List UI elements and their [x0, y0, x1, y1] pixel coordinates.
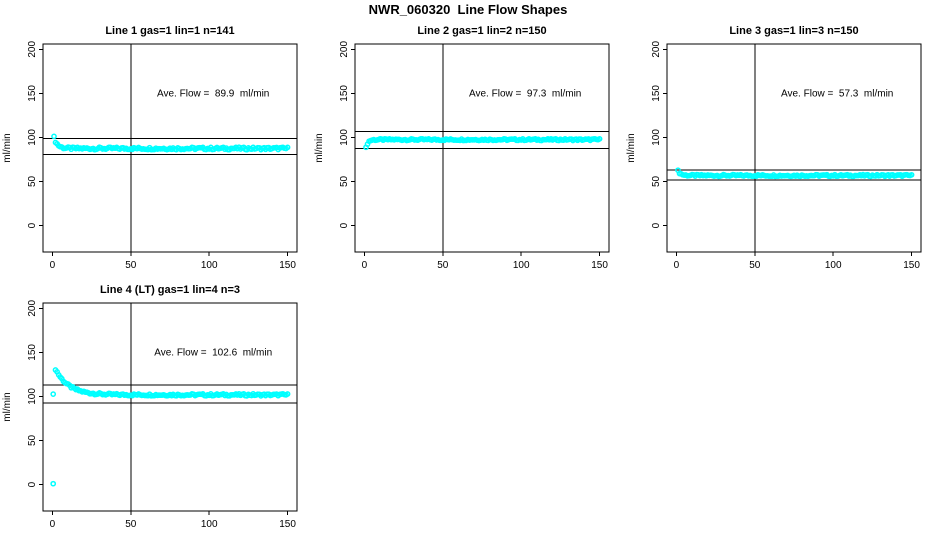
y-tick-label: 50	[339, 175, 350, 187]
y-tick-label: 50	[27, 434, 38, 446]
y-tick-label: 100	[27, 129, 38, 146]
subplot-svg-2: Line 2 gas=1 lin=2 n=150 0 50 100 150 0 50 100 1…	[314, 25, 610, 271]
x-tick-label: 150	[279, 260, 296, 271]
subplot-2: Line 2 gas=1 lin=2 n=150 0 50 100 150 0 50 100 1…	[312, 20, 624, 279]
x-tick-label: 50	[437, 260, 449, 271]
plot-box	[666, 43, 922, 253]
plot-box	[42, 43, 298, 253]
y-tick-label: 100	[339, 129, 350, 146]
y-tick-label: 200	[27, 300, 38, 317]
subplot-3: Line 3 gas=1 lin=3 n=150 0 50 100 150 0 50 100 1…	[624, 20, 936, 279]
x-tick-label: 50	[125, 260, 137, 271]
y-tick-label: 100	[651, 129, 662, 146]
x-tick-label: 0	[50, 519, 56, 530]
y-tick-label: 0	[27, 481, 38, 487]
y-tick-label: 0	[651, 222, 662, 228]
x-tick-label: 100	[825, 260, 842, 271]
ave-flow-annotation: Ave. Flow = 102.6 ml/min	[154, 347, 272, 358]
y-tick-label: 150	[27, 85, 38, 102]
y-tick-label: 150	[651, 85, 662, 102]
y-axis-label: ml/min	[2, 392, 13, 421]
x-tick-label: 0	[50, 260, 56, 271]
subplot-svg-3: Line 3 gas=1 lin=3 n=150 0 50 100 150 0 50 100 1…	[626, 25, 922, 271]
y-tick-label: 200	[27, 41, 38, 58]
data-point	[284, 144, 291, 151]
plot-box	[42, 302, 298, 512]
subplot-title: Line 3 gas=1 lin=3 n=150	[729, 25, 858, 37]
y-tick-label: 0	[27, 222, 38, 228]
y-tick-label: 200	[651, 41, 662, 58]
y-tick-label: 150	[339, 85, 350, 102]
x-tick-label: 0	[674, 260, 680, 271]
page-title: NWR_060320 Line Flow Shapes	[368, 2, 568, 17]
subplot-title: Line 2 gas=1 lin=2 n=150	[417, 25, 546, 37]
subplot-svg-1: Line 1 gas=1 lin=1 n=141 0 50 100 150 0 50 100 1…	[2, 25, 298, 271]
y-tick-label: 200	[339, 41, 350, 58]
data-point	[284, 391, 291, 397]
y-tick-label: 50	[651, 175, 662, 187]
x-tick-label: 150	[591, 260, 608, 271]
x-tick-label: 50	[125, 519, 137, 530]
y-tick-label: 100	[27, 388, 38, 405]
ave-flow-annotation: Ave. Flow = 97.3 ml/min	[469, 88, 581, 99]
data-point	[908, 171, 915, 178]
series-flow	[51, 133, 291, 153]
subplot-1: Line 1 gas=1 lin=1 n=141 0 50 100 150 0 50 100 1…	[0, 20, 312, 279]
x-tick-label: 100	[201, 260, 218, 271]
subplot-title: Line 4 (LT) gas=1 lin=4 n=3	[100, 284, 240, 296]
series-flow	[675, 167, 915, 180]
x-tick-label: 100	[201, 519, 218, 530]
data-point	[596, 136, 603, 142]
y-axis-label: ml/min	[314, 133, 325, 162]
y-tick-label: 150	[27, 344, 38, 361]
y-axis-label: ml/min	[626, 133, 637, 162]
y-tick-label: 50	[27, 175, 38, 187]
x-tick-label: 100	[513, 260, 530, 271]
data-point	[51, 133, 57, 140]
x-tick-label: 50	[749, 260, 761, 271]
plots-grid: Line 1 gas=1 lin=1 n=141 0 50 100 150 0 50 100 1…	[0, 20, 936, 538]
subplot-svg-4: Line 4 (LT) gas=1 lin=4 n=3 0 50 100 150 0 50 1…	[2, 284, 298, 530]
series-flow	[52, 367, 291, 399]
ave-flow-annotation: Ave. Flow = 57.3 ml/min	[781, 88, 893, 99]
subplot-title: Line 1 gas=1 lin=1 n=141	[105, 25, 234, 37]
x-tick-label: 0	[362, 260, 368, 271]
ave-flow-annotation: Ave. Flow = 89.9 ml/min	[157, 88, 269, 99]
subplot-4: Line 4 (LT) gas=1 lin=4 n=3 0 50 100 150 0 50 1…	[0, 279, 312, 538]
outlier-point	[50, 480, 57, 487]
outlier-point	[50, 391, 57, 397]
y-tick-label: 0	[339, 222, 350, 228]
y-axis-label: ml/min	[2, 133, 13, 162]
series-flow	[363, 135, 603, 151]
x-tick-label: 150	[903, 260, 920, 271]
x-tick-label: 150	[279, 519, 296, 530]
